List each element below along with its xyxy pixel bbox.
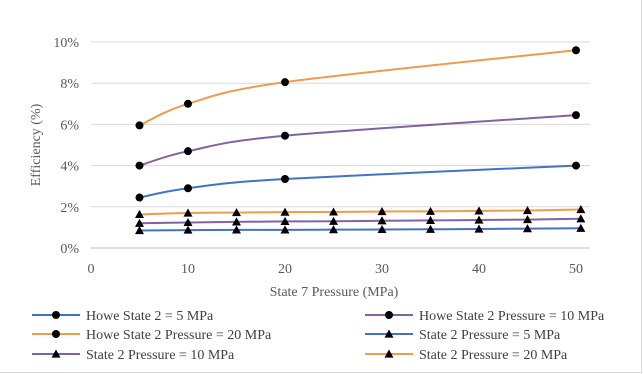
series-1 [135,111,580,170]
legend-marker [384,329,394,338]
legend-item: State 2 Pressure = 10 MPa [32,348,235,363]
data-point [576,204,586,214]
legend-marker [52,311,60,319]
data-point [183,217,193,227]
series-group [135,46,586,235]
series-line [139,49,577,127]
data-point [232,225,241,234]
data-point [183,225,193,234]
legend-item: Howe State 2 Pressure = 10 MPa [365,309,605,324]
data-point [576,214,586,223]
legend-marker [385,311,393,319]
data-point [377,224,387,234]
series-3 [135,223,586,235]
series-line [139,164,577,199]
data-point [572,161,580,170]
series-4 [135,214,586,227]
data-point [474,206,484,215]
data-point [329,216,338,225]
legend-item: State 2 Pressure = 20 MPa [365,348,568,363]
x-tick-label: 40 [472,262,486,277]
x-tick-label: 0 [88,262,95,277]
data-point [232,217,241,226]
data-point [523,215,532,224]
data-point [576,223,586,232]
y-tick-label: 10% [53,36,79,51]
legend-label: Howe State 2 Pressure = 20 MPa [86,328,272,343]
gridlines [91,41,590,208]
series-line [139,227,581,232]
x-tick-label: 50 [569,262,583,277]
data-point [377,207,387,216]
legend-item: Howe State 2 = 5 MPa [32,309,214,324]
legend-item: Howe State 2 Pressure = 20 MPa [32,328,272,343]
data-point [523,206,532,215]
y-tick-label: 2% [60,201,79,216]
data-point [184,184,192,193]
data-point [572,46,580,55]
data-point [135,209,144,219]
legend-label: Howe State 2 Pressure = 10 MPa [419,309,605,324]
data-point [135,218,144,227]
y-tick-label: 6% [60,118,79,133]
data-point [329,225,338,234]
series-line [139,114,577,167]
data-point [474,224,484,233]
data-point [280,207,290,216]
legend-label: State 2 Pressure = 10 MPa [86,348,235,363]
tick-labels: 0% 2% 4% 6% 8% 10% 0 10 20 30 40 50 [53,36,583,277]
legend-item: State 2 Pressure = 5 MPa [365,328,561,343]
data-point [135,193,144,202]
data-point [184,99,192,108]
data-point [474,215,484,224]
data-point [232,208,241,217]
series-2 [135,46,580,130]
legend-label: Howe State 2 = 5 MPa [86,309,214,324]
legend-marker [52,330,60,338]
legend-label: State 2 Pressure = 5 MPa [419,328,561,343]
data-point [377,216,387,225]
legend-label: State 2 Pressure = 20 MPa [419,348,568,363]
x-tick-label: 30 [375,262,389,277]
data-point [280,225,290,234]
data-point [135,225,144,235]
data-point [329,207,338,216]
data-point [426,215,435,224]
data-point [426,224,435,233]
x-tick-label: 10 [181,262,195,277]
data-point [281,78,289,87]
data-point [135,161,144,170]
data-point [135,121,144,130]
data-point [184,147,192,156]
y-tick-label: 4% [60,160,79,175]
data-point [572,111,580,120]
series-line [139,208,581,216]
y-tick-label: 0% [60,242,79,257]
x-tick-label: 20 [278,262,292,277]
series-5 [135,204,586,219]
data-point [281,174,289,183]
data-point [426,206,435,215]
legend: Howe State 2 = 5 MPa Howe State 2 Pressur… [32,309,605,363]
legend-marker [51,349,61,358]
y-tick-label: 8% [60,77,79,92]
data-point [281,131,289,140]
series-0 [135,161,580,202]
data-point [523,224,532,233]
y-axis-title: Efficiency (%) [29,103,44,186]
x-axis-title: State 7 Pressure (MPa) [270,285,399,300]
data-point [183,208,193,217]
data-point [280,216,290,226]
legend-marker [384,349,394,358]
series-line [139,217,581,225]
